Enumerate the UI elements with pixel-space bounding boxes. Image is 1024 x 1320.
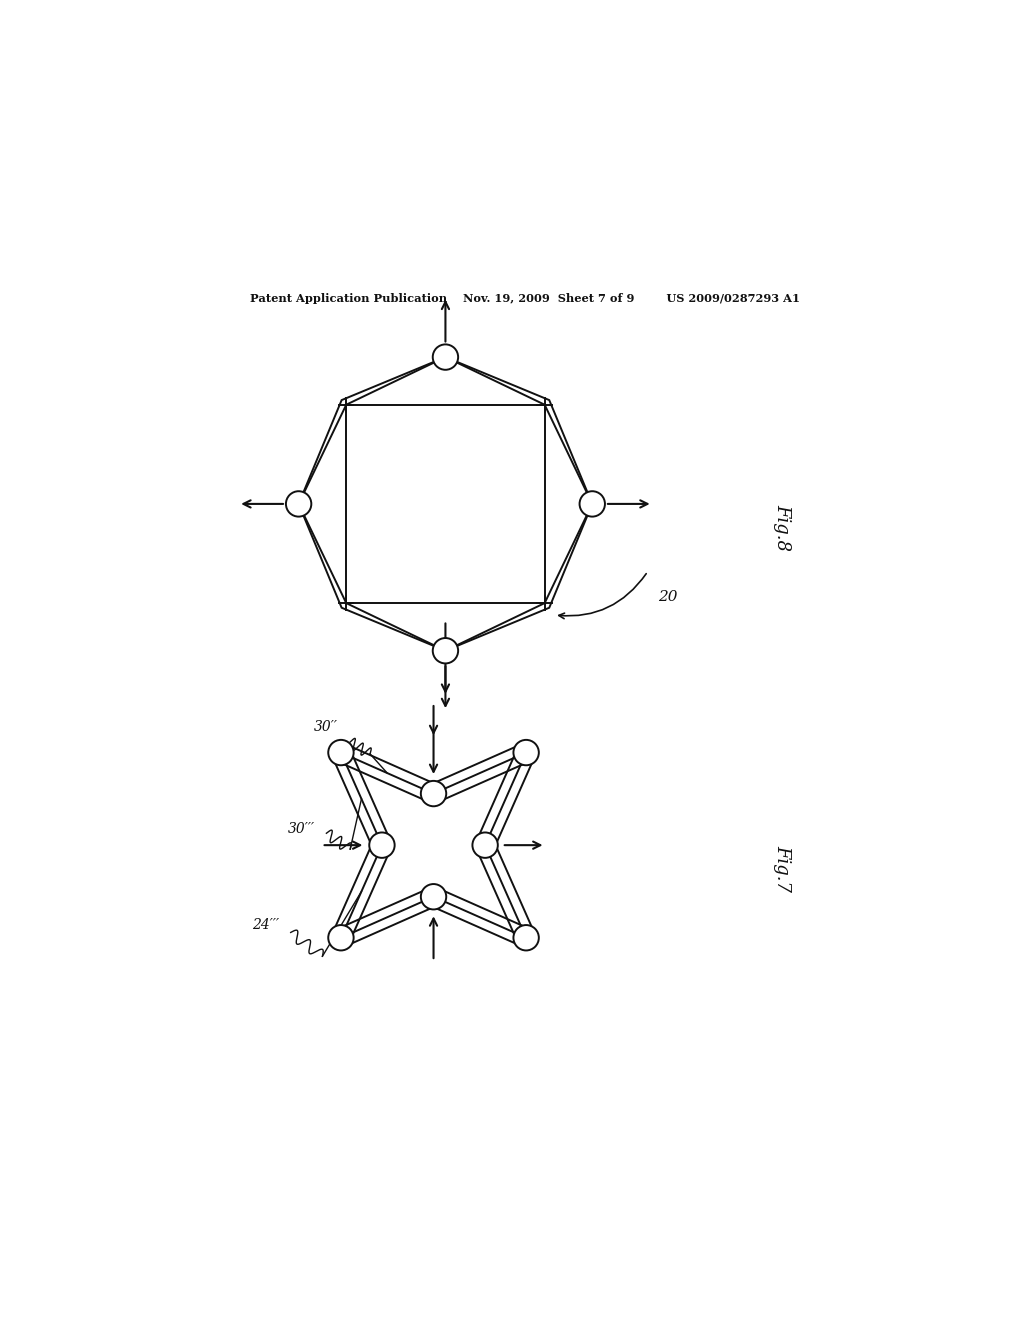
- Text: 30′′: 30′′: [314, 719, 338, 734]
- Text: Patent Application Publication    Nov. 19, 2009  Sheet 7 of 9        US 2009/028: Patent Application Publication Nov. 19, …: [250, 293, 800, 304]
- Circle shape: [580, 491, 605, 516]
- Text: 20: 20: [658, 590, 678, 603]
- Circle shape: [370, 833, 394, 858]
- Text: Fig.8: Fig.8: [774, 504, 792, 550]
- Circle shape: [329, 741, 353, 766]
- Circle shape: [433, 345, 458, 370]
- Circle shape: [421, 781, 446, 807]
- Circle shape: [329, 925, 353, 950]
- Circle shape: [433, 638, 458, 664]
- Circle shape: [513, 925, 539, 950]
- Text: 24′′′: 24′′′: [252, 917, 279, 932]
- Text: Fig.7: Fig.7: [774, 845, 792, 892]
- Text: 30′′′: 30′′′: [288, 822, 314, 837]
- Circle shape: [513, 741, 539, 766]
- Circle shape: [286, 491, 311, 516]
- Circle shape: [472, 833, 498, 858]
- Circle shape: [421, 884, 446, 909]
